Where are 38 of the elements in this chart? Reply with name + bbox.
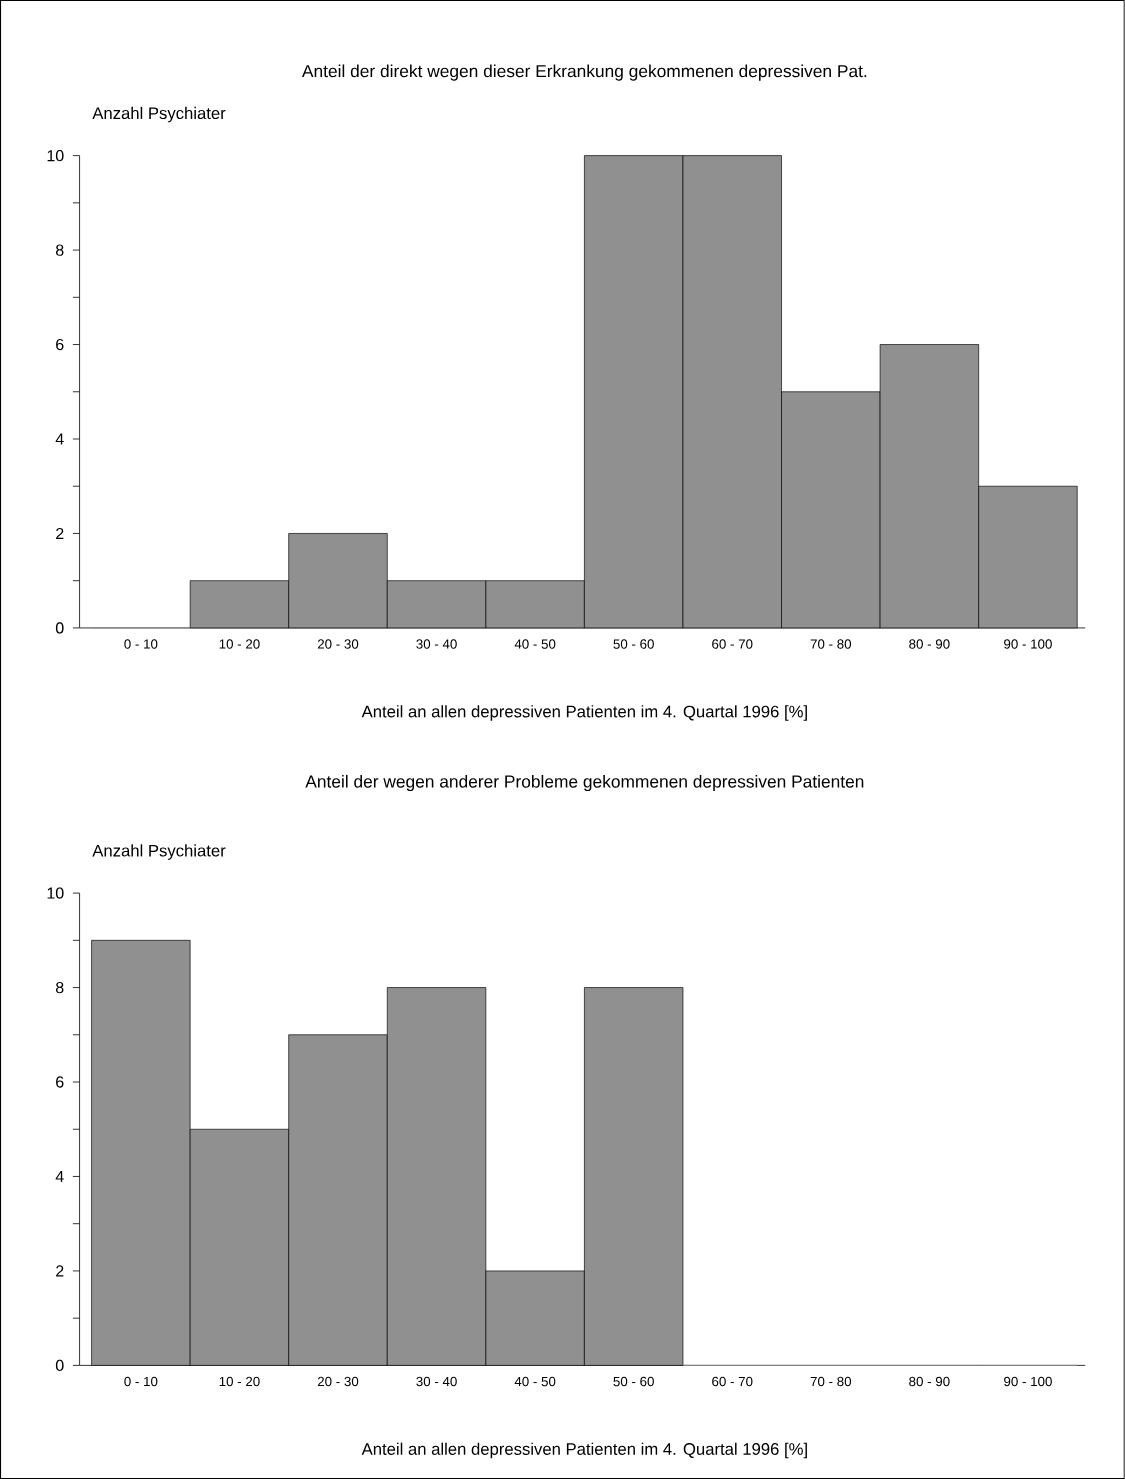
y-axis-title: Anzahl Psychiater [92, 844, 226, 860]
chart-title: Anteil der direkt wegen dieser Erkrankung gekommenen depressiven Pat. [302, 64, 867, 81]
x-tick-label: 40 - 50 [514, 639, 556, 649]
x-tick-label: 10 - 20 [219, 1376, 260, 1387]
y-tick-label: 6 [56, 1076, 64, 1088]
x-tick-label: 80 - 90 [909, 1376, 950, 1387]
y-tick-label: 10 [47, 149, 64, 162]
x-tick-label: 60 - 70 [712, 1376, 753, 1387]
x-tick-label: 60 - 70 [712, 639, 753, 649]
y-tick-label: 0 [56, 1359, 64, 1372]
y-tick-label: 0 [56, 622, 64, 634]
x-tick-label: 50 - 60 [613, 639, 655, 649]
x-axis-title: Anteil an allen depressiven Patienten im 4. Quartal 1996 [%] [361, 705, 808, 721]
x-tick-label: 70 - 80 [810, 639, 852, 649]
x-tick-label: 50 - 60 [613, 1376, 655, 1387]
x-tick-label: 10 - 20 [219, 639, 260, 649]
y-tick-label: 2 [56, 1265, 64, 1277]
y-tick-label: 4 [55, 1170, 64, 1182]
x-tick-label: 70 - 80 [810, 1376, 852, 1387]
x-tick-label: 90 - 100 [1004, 1376, 1052, 1387]
y-tick-label: 8 [56, 244, 64, 256]
x-tick-label: 30 - 40 [416, 1376, 457, 1387]
x-tick-label: 20 - 30 [318, 1376, 359, 1387]
y-tick-label: 8 [56, 981, 64, 994]
x-tick-label: 40 - 50 [514, 1376, 556, 1387]
x-tick-label: 0 - 10 [124, 1376, 158, 1387]
x-axis-title: Anteil an allen depressiven Patienten im 4. Quartal 1996 [%] [361, 1442, 808, 1459]
x-tick-label: 20 - 30 [318, 639, 359, 649]
x-tick-label: 90 - 100 [1004, 639, 1052, 649]
x-tick-label: 0 - 10 [124, 639, 158, 649]
y-tick-label: 6 [56, 338, 64, 351]
y-tick-label: 10 [47, 887, 64, 899]
x-tick-label: 80 - 90 [909, 639, 950, 649]
x-tick-label: 30 - 40 [416, 639, 457, 649]
chart-title: Anteil der wegen anderer Probleme gekommenen depressiven Patienten [305, 774, 864, 792]
y-tick-label: 2 [56, 527, 64, 540]
y-axis-title: Anzahl Psychiater [92, 106, 226, 123]
y-tick-label: 4 [55, 433, 64, 445]
